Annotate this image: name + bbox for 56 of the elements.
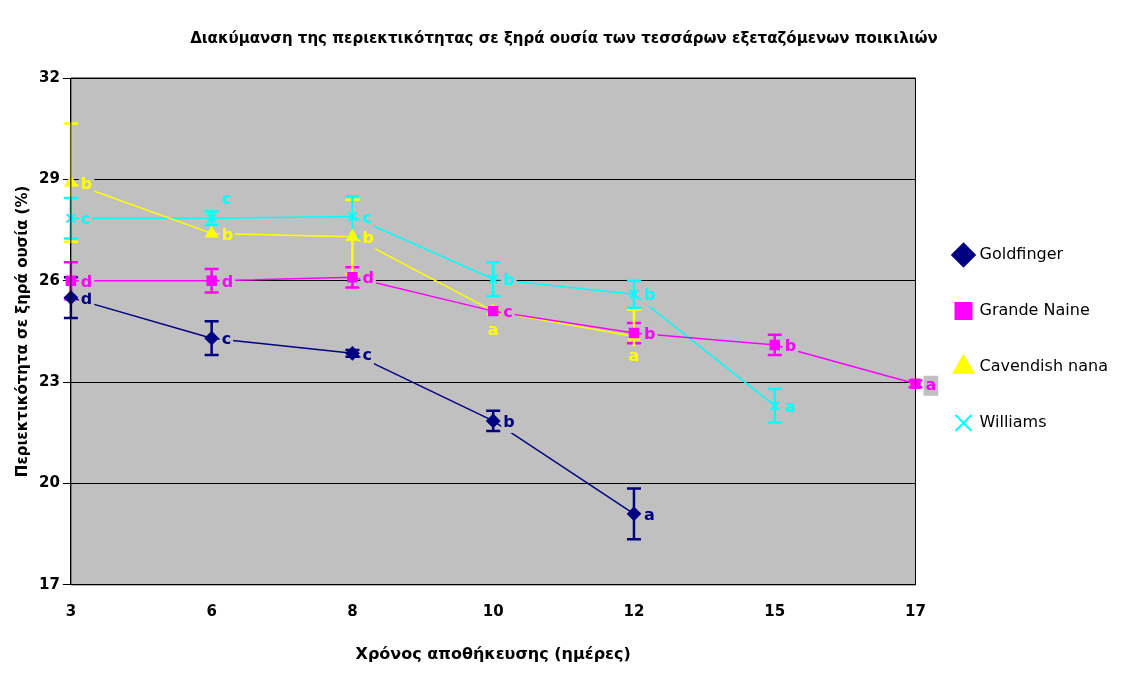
point	[347, 272, 358, 283]
data-label: b	[643, 285, 656, 305]
y-axis-title: Περιεκτικότητα σε ξηρά ουσία (%)	[12, 185, 31, 478]
x-tick-label: 15	[764, 601, 786, 620]
legend-label: Cavendish nana	[979, 356, 1108, 376]
data-label: b	[503, 412, 515, 432]
data-label: a	[784, 396, 796, 416]
point	[486, 413, 501, 428]
point	[346, 229, 359, 241]
data-label: b	[221, 224, 234, 244]
y-tick-label: 20	[39, 473, 60, 492]
y-tick-label: 32	[39, 67, 60, 86]
data-label: b	[784, 336, 797, 356]
data-label: c	[221, 189, 232, 209]
x-tick-label: 6	[206, 601, 217, 620]
point	[204, 331, 219, 346]
x-tick-label: 17	[905, 601, 926, 620]
point	[487, 273, 499, 285]
x-tick-label: 3	[65, 601, 77, 620]
data-label: b	[503, 270, 515, 290]
y-tick-label: 23	[39, 371, 60, 390]
data-label: d	[80, 271, 93, 291]
point	[205, 226, 218, 238]
data-label: c	[221, 329, 232, 349]
chart-title: Διακύμανση της περιεκτικότητας σε ξηρά ουσία των τεσσάρων εξεταζόμενων ποικιλιών	[190, 28, 938, 47]
data-label: a	[487, 320, 499, 340]
point	[628, 288, 640, 300]
point	[65, 212, 77, 224]
data-label: d	[221, 271, 234, 291]
point	[769, 400, 780, 411]
x-tick-label: 8	[347, 601, 358, 620]
point	[347, 211, 358, 222]
legend-label: Grande Naine	[979, 300, 1090, 320]
data-label: c	[503, 302, 513, 322]
data-label: c	[80, 209, 91, 229]
data-label: b	[362, 227, 374, 247]
data-label: a	[925, 374, 937, 394]
y-tick-label: 17	[39, 574, 60, 593]
y-tick-label: 26	[39, 270, 60, 289]
x-axis-title: Χρόνος αποθήκευσης (ημέρες)	[355, 643, 631, 663]
x-tick-label: 12	[623, 601, 645, 620]
data-label: a	[643, 505, 655, 524]
point	[769, 339, 780, 351]
point	[626, 506, 641, 521]
data-label: d	[362, 268, 374, 288]
legend-label: Goldfinger	[979, 244, 1064, 264]
data-label: c	[362, 344, 372, 364]
legend-label: Williams	[979, 412, 1047, 432]
data-label: a	[628, 345, 640, 365]
data-label: b	[643, 324, 656, 344]
point	[206, 275, 217, 286]
data-label: d	[80, 288, 93, 308]
data-label: c	[362, 207, 372, 227]
x-tick-label: 10	[482, 601, 504, 620]
data-label: b	[80, 173, 93, 193]
y-tick-label: 29	[39, 169, 60, 188]
